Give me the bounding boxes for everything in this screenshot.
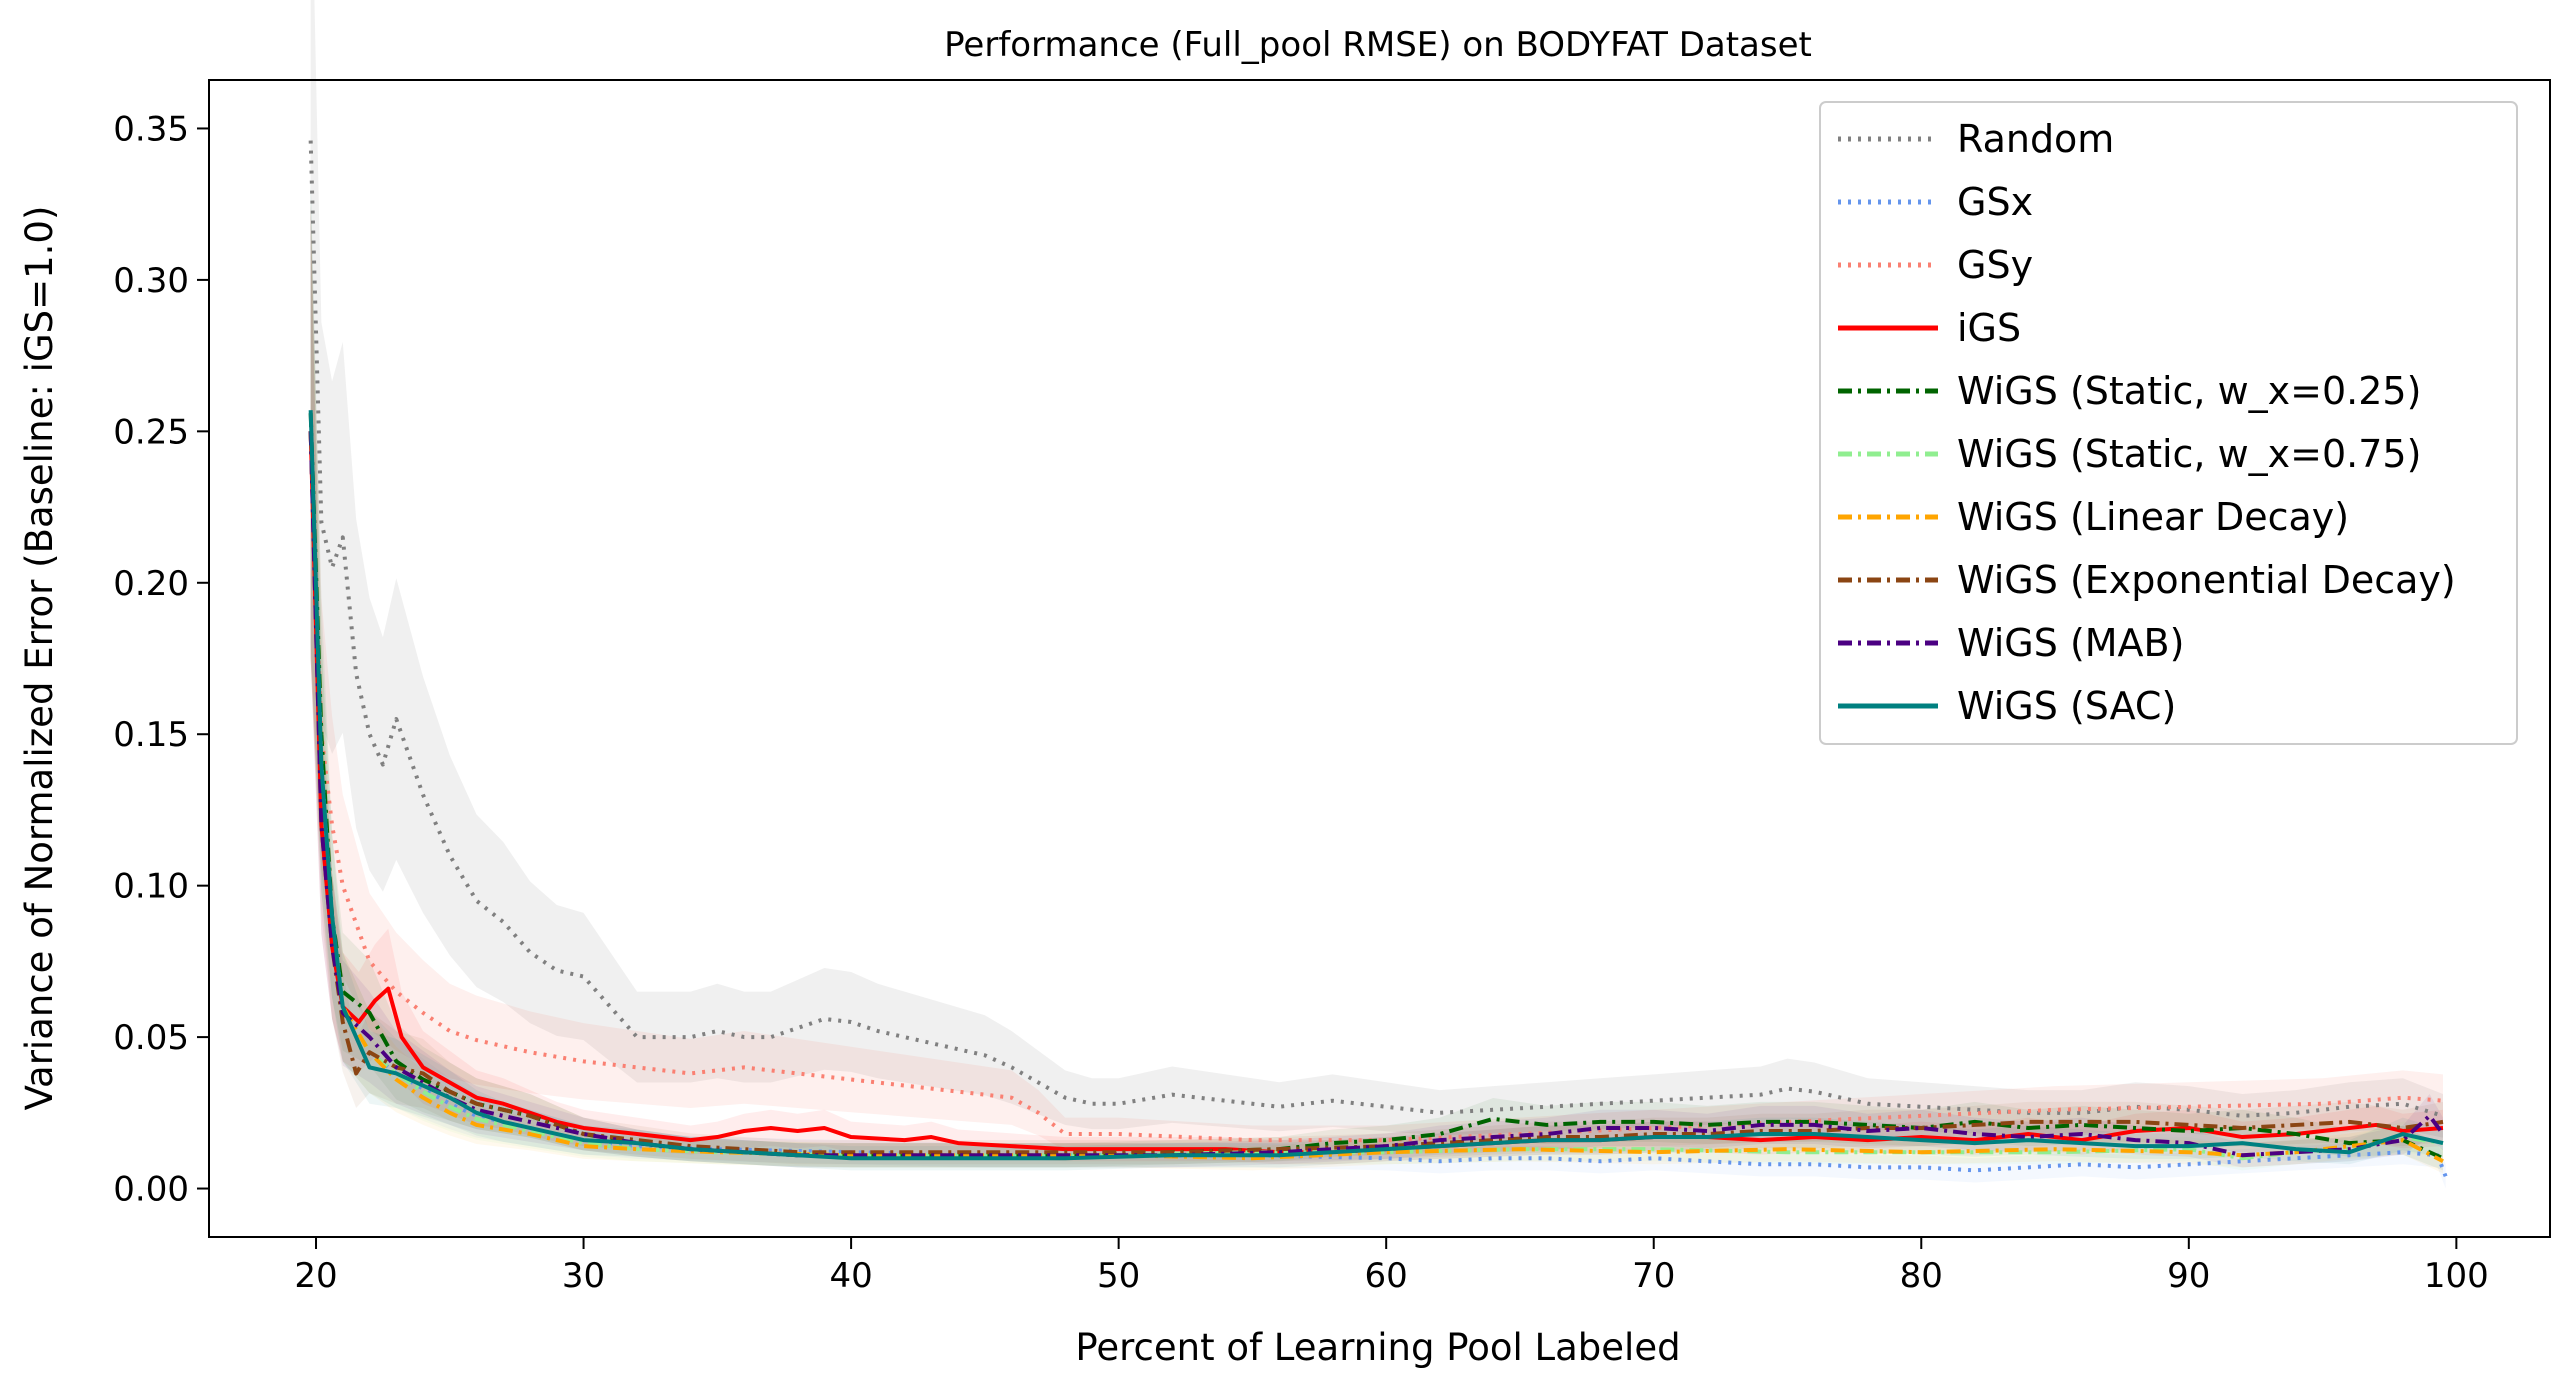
series-line: [308, 431, 2444, 1155]
legend-label: Random: [1957, 117, 2114, 161]
series-lines: [308, 140, 2448, 1178]
series-line: [308, 431, 2444, 1155]
y-tick-label: 0.20: [113, 564, 189, 604]
y-tick-label: 0.15: [113, 715, 189, 755]
series-line: [308, 431, 2445, 1158]
confidence-bands: [310, 0, 2446, 1189]
y-tick-label: 0.00: [113, 1170, 189, 1210]
y-tick-label: 0.35: [113, 109, 189, 149]
legend-label: WiGS (Static, w_x=0.75): [1957, 432, 2421, 476]
legend-label: WiGS (Exponential Decay): [1957, 558, 2456, 602]
x-tick-label: 80: [1900, 1256, 1943, 1296]
series-line: [308, 140, 2444, 1118]
x-tick-label: 20: [294, 1256, 337, 1296]
x-tick-label: 100: [2424, 1256, 2489, 1296]
y-tick-label: 0.10: [113, 867, 189, 907]
y-tick-label: 0.25: [113, 412, 189, 452]
legend: Random GSx GSy iGS WiGS (Static, w_x=0.25) Wi…: [1819, 101, 2518, 745]
y-axis: 0.00 0.05 0.10 0.15 0.20 0.25 0.30 0.35: [113, 109, 209, 1210]
confidence-band: [310, 204, 2443, 1155]
y-axis-title: Variance of Normalized Error (Baseline: …: [18, 206, 61, 1111]
x-tick-label: 60: [1365, 1256, 1408, 1296]
x-tick-label: 50: [1097, 1256, 1140, 1296]
x-tick-label: 30: [562, 1256, 605, 1296]
x-tick-label: 40: [829, 1256, 872, 1296]
x-axis: 20 30 40 50 60 70 80 90 100: [294, 1237, 2489, 1296]
legend-label: WiGS (MAB): [1957, 621, 2184, 665]
y-tick-label: 0.05: [113, 1018, 189, 1058]
plot-area-frame: [208, 79, 2551, 1238]
legend-label: iGS: [1957, 306, 2021, 350]
legend-label: GSy: [1957, 243, 2033, 287]
series-line: [308, 410, 2444, 1161]
x-tick-label: 70: [1632, 1256, 1675, 1296]
legend-box: [1819, 101, 2518, 745]
legend-label: WiGS (Linear Decay): [1957, 495, 2349, 539]
legend-label: GSx: [1957, 180, 2033, 224]
legend-label: WiGS (SAC): [1957, 684, 2176, 728]
chart-title: Performance (Full_pool RMSE) on BODYFAT …: [944, 25, 1812, 65]
legend-label: WiGS (Static, w_x=0.25): [1957, 369, 2421, 413]
y-tick-label: 0.30: [113, 261, 189, 301]
x-tick-label: 90: [2167, 1256, 2210, 1296]
x-axis-title: Percent of Learning Pool Labeled: [1075, 1326, 1680, 1369]
series-line: [308, 431, 2444, 1161]
